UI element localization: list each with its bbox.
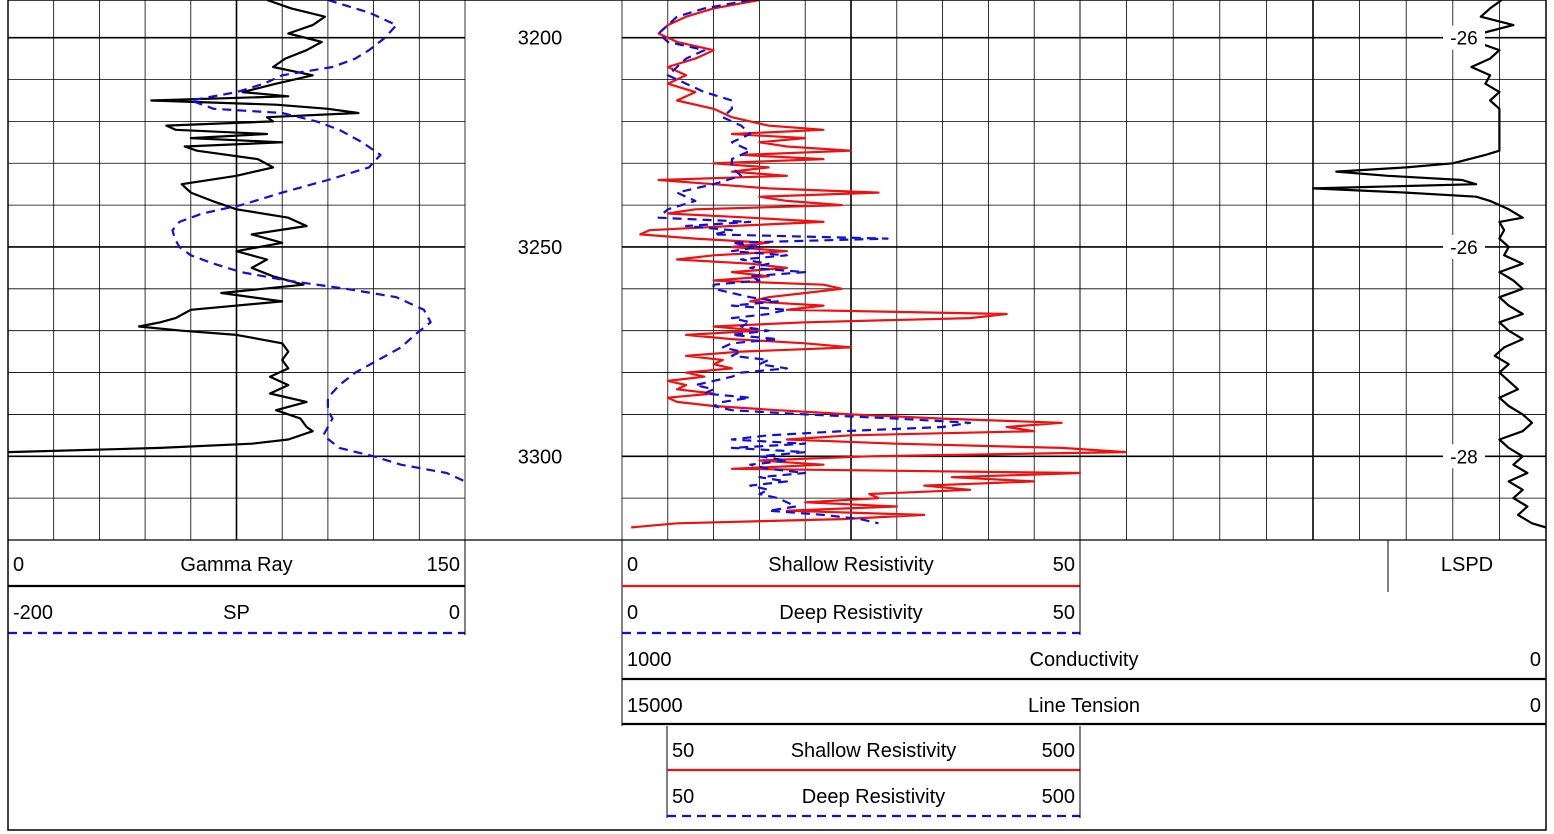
annotation-layer: -26 -26 -28 <box>1443 25 1485 469</box>
depth-tick-label: 3300 <box>518 446 563 468</box>
depth-tick-label: 3200 <box>518 28 563 50</box>
header-name-line-tension: Line Tension <box>1028 695 1140 717</box>
lspd-depth-tag: -26 <box>1450 238 1477 259</box>
header-min-deep-resistivity: 0 <box>627 602 638 624</box>
track2-deep-resistivity-curve <box>657 0 972 525</box>
header-max-shallow-resistivity: 50 <box>1053 554 1075 576</box>
header-max-gamma-ray: 150 <box>427 554 460 576</box>
header-max-line-tension: 0 <box>1530 695 1541 717</box>
lspd-depth-tag: -28 <box>1450 447 1477 468</box>
header-name-deep-resistivity: Deep Resistivity <box>779 602 922 624</box>
track1-gamma-ray-curve <box>8 0 360 454</box>
grid-layer <box>7 0 1547 541</box>
header-name-gamma-ray: Gamma Ray <box>180 554 292 576</box>
header-name-conductivity: Conductivity <box>1030 649 1139 671</box>
chart-border <box>7 0 1547 831</box>
header-name-shallow-resistivity: Shallow Resistivity <box>791 740 957 762</box>
header-max-deep-resistivity: 50 <box>1053 602 1075 624</box>
lspd-tag-background <box>1443 25 1485 50</box>
log-header: 0 Gamma Ray 150 -200 SP 0 0 Shallow Resistivity… <box>7 540 1546 818</box>
track2-shallow-resistivity-curve <box>631 0 1127 529</box>
lspd-tag-background <box>1443 444 1485 469</box>
header-min-sp: -200 <box>13 602 53 624</box>
curve-layer <box>8 0 1546 529</box>
header-max-shallow-resistivity: 500 <box>1042 740 1075 762</box>
header-min-shallow-resistivity: 50 <box>672 740 694 762</box>
header-name-deep-resistivity: Deep Resistivity <box>802 786 945 808</box>
header-min-shallow-resistivity: 0 <box>627 554 638 576</box>
depth-tick-label: 3250 <box>518 237 563 259</box>
header-max-conductivity: 0 <box>1530 649 1541 671</box>
header-name-shallow-resistivity: Shallow Resistivity <box>768 554 934 576</box>
depth-axis: 3200 3250 3300 <box>518 28 563 469</box>
header-min-gamma-ray: 0 <box>13 554 24 576</box>
header-min-line-tension: 15000 <box>627 695 683 717</box>
header-name-lspd: LSPD <box>1441 554 1493 576</box>
track3-lspd-curve <box>1311 0 1546 529</box>
header-max-sp: 0 <box>449 602 460 624</box>
lspd-depth-tag: -26 <box>1450 29 1477 50</box>
header-max-deep-resistivity: 500 <box>1042 786 1075 808</box>
lspd-tag-background <box>1443 234 1485 259</box>
header-min-deep-resistivity: 50 <box>672 786 694 808</box>
header-min-conductivity: 1000 <box>627 649 672 671</box>
header-name-sp: SP <box>223 602 250 624</box>
